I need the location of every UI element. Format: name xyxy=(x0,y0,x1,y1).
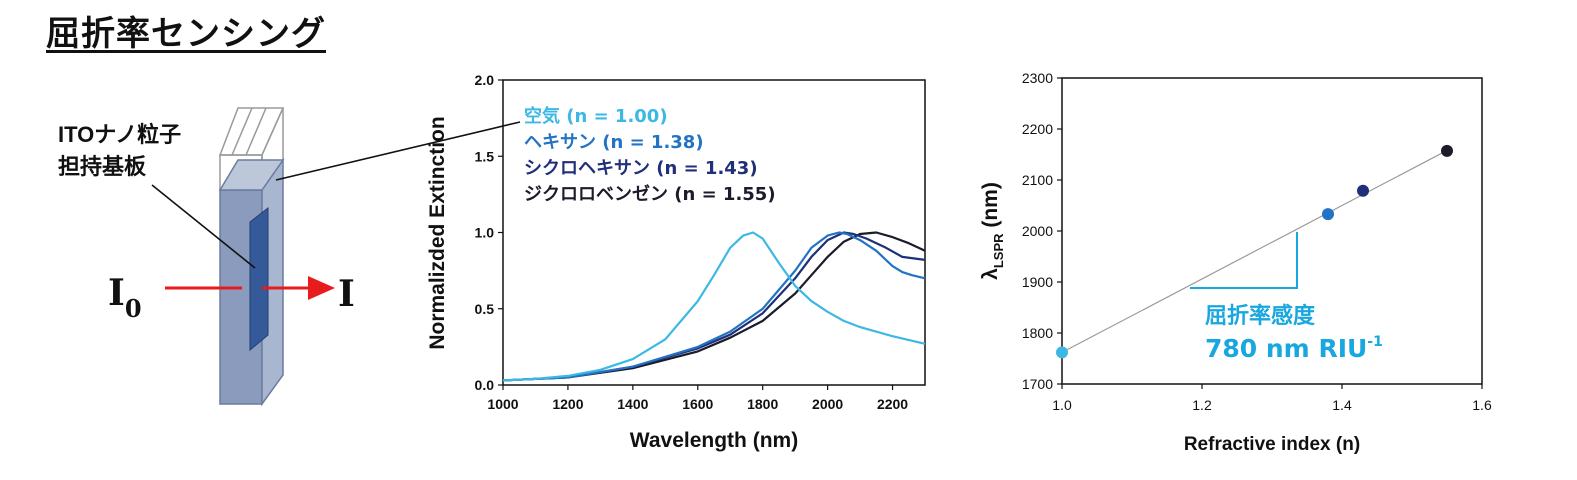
slope-triangle xyxy=(1190,232,1298,289)
sensitivity-x-tick-label: 1.6 xyxy=(1472,397,1492,413)
sensitivity-x-tick-label: 1.0 xyxy=(1052,397,1072,413)
incident-intensity-label: I0 xyxy=(108,272,142,323)
sensitivity-y-ticks: 1700 1800 1900 2000 2100 2200 2300 xyxy=(1022,70,1062,392)
data-point-air xyxy=(1056,346,1068,359)
transmitted-intensity-label: I xyxy=(338,273,355,315)
legend-entry-dichlorobenzene: ジクロロベンゼン (n = 1.55) xyxy=(524,183,776,205)
sensitivity-y-tick-label: 2300 xyxy=(1022,70,1053,86)
substrate-label-line2: 担持基板 xyxy=(58,154,147,179)
sensitivity-y-tick-label: 1800 xyxy=(1022,325,1053,341)
sensitivity-value: 780 nm RIU-1 xyxy=(1205,334,1383,363)
spectrum-series xyxy=(502,231,926,382)
spectrum-x-tick-label: 1800 xyxy=(747,396,778,412)
callout-line-to-spectrum xyxy=(275,121,521,181)
sensitivity-x-ticks: 1.0 1.2 1.4 1.6 xyxy=(1052,384,1492,413)
spectrum-series-line-hexane xyxy=(502,231,926,382)
spectrum-legend: 空気 (n = 1.00) ヘキサン (n = 1.38) シクロヘキサン (n =… xyxy=(524,105,776,205)
spectrum-x-tick-label: 2200 xyxy=(877,396,908,412)
spectrum-y-tick-label: 2.0 xyxy=(475,72,495,88)
ito-film xyxy=(249,206,269,352)
legend-entry-cyclohexane: シクロヘキサン (n = 1.43) xyxy=(524,158,758,179)
sensitivity-y-tick-label: 2200 xyxy=(1022,121,1053,137)
spectrum-x-tick-label: 1000 xyxy=(487,396,518,412)
data-point-cyclohexane xyxy=(1357,184,1369,197)
spectrum-x-tick-label: 1400 xyxy=(617,396,648,412)
data-point-dichlorobenzene xyxy=(1441,144,1453,157)
spectrum-y-tick-label: 1.0 xyxy=(475,225,495,241)
spectrum-y-tick-label: 0.0 xyxy=(475,377,495,393)
spectrum-x-tick-label: 1200 xyxy=(552,396,583,412)
sensitivity-x-axis-label: Refractive index (n) xyxy=(1184,434,1360,455)
substrate-label-line1: ITOナノ粒子 xyxy=(58,122,181,147)
linear-fit-line xyxy=(1061,149,1448,353)
spectrum-x-tick-label: 1600 xyxy=(682,396,713,412)
legend-entry-air: 空気 (n = 1.00) xyxy=(524,105,668,127)
sensitivity-y-tick-label: 2100 xyxy=(1022,172,1053,188)
spectrum-x-axis-label: Wavelength (nm) xyxy=(630,429,798,452)
spectrum-y-ticks: 0.0 0.5 1.0 1.5 2.0 xyxy=(475,72,503,393)
spectrum-y-tick-label: 0.5 xyxy=(475,301,495,317)
sensitivity-points xyxy=(1056,144,1453,359)
sensitivity-x-tick-label: 1.2 xyxy=(1192,397,1212,413)
sensitivity-y-tick-label: 1900 xyxy=(1022,274,1053,290)
substrate-illustration: ITOナノ粒子 担持基板 I0 I xyxy=(58,107,521,407)
label-leader-line xyxy=(151,184,256,269)
legend-entry-hexane: ヘキサン (n = 1.38) xyxy=(524,132,704,153)
spectrum-series-line-dichlorobenzene xyxy=(502,231,926,382)
spectrum-chart: 0.0 0.5 1.0 1.5 2.0 1000 1200 1400 1600 1800 2000… xyxy=(426,72,926,452)
sensitivity-y-tick-label: 2000 xyxy=(1022,223,1053,239)
spectrum-x-ticks: 1000 1200 1400 1600 1800 2000 2200 xyxy=(487,385,908,412)
spectrum-series-line-air xyxy=(502,231,926,382)
spectrum-y-axis-label: Normalizded Extinction xyxy=(426,116,449,349)
spectrum-x-tick-label: 2000 xyxy=(812,396,843,412)
spectrum-y-tick-label: 1.5 xyxy=(475,148,495,164)
sensitivity-y-tick-label: 1700 xyxy=(1022,376,1053,392)
sensitivity-annotation: 屈折率感度 780 nm RIU-1 xyxy=(1190,232,1383,363)
page-title: 屈折率センシング xyxy=(46,14,326,54)
sensitivity-label: 屈折率感度 xyxy=(1205,303,1316,329)
data-point-hexane xyxy=(1322,208,1334,221)
sensitivity-y-axis-label: λLSPR (nm) xyxy=(979,182,1006,280)
sensitivity-x-tick-label: 1.4 xyxy=(1332,397,1352,413)
spectrum-series-line-cyclohexane xyxy=(502,231,926,382)
